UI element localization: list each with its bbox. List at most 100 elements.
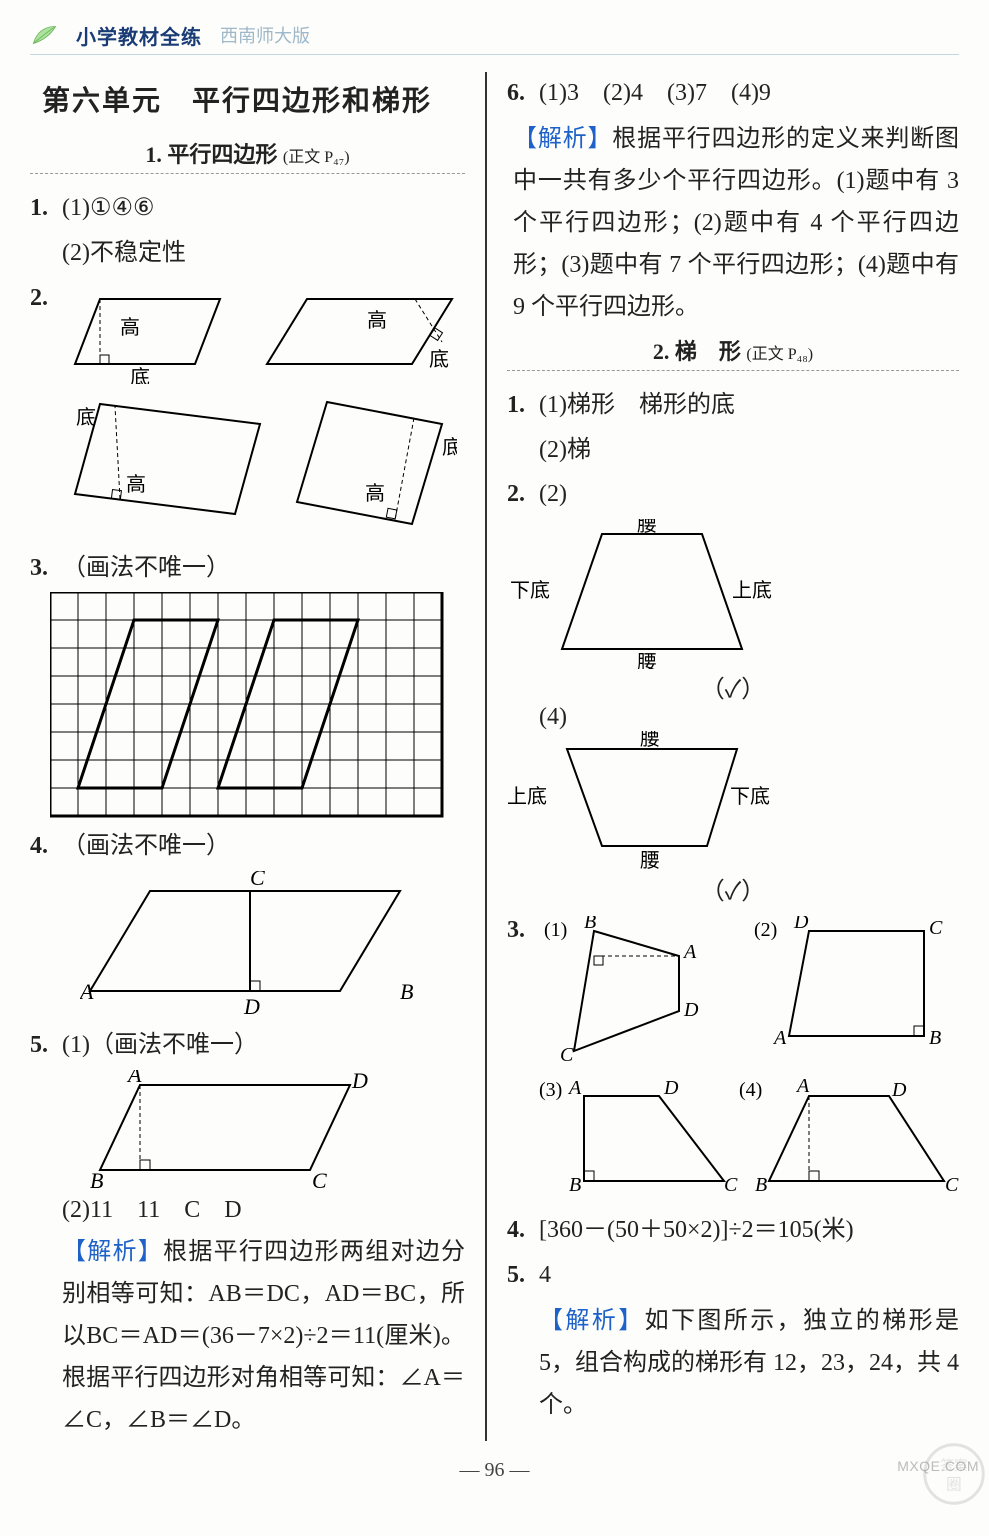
r2-2-no: (2): [539, 474, 959, 515]
svg-text:C: C: [724, 1174, 738, 1196]
svg-text:B: B: [569, 1174, 581, 1196]
svg-text:C: C: [312, 1168, 327, 1190]
r2-fig2: 腰 下底 上底 腰: [507, 519, 787, 669]
series-title: 小学教材全练: [76, 21, 202, 50]
r2-4-check: （✓）: [507, 871, 959, 906]
page-header: 小学教材全练 西南师大版: [30, 20, 959, 55]
edition-label: 西南师大版: [220, 22, 310, 48]
left-column: 第六单元 平行四边形和梯形 1. 平行四边形 (正文 P₄₇) 1. (1)①④…: [30, 69, 465, 1441]
svg-text:上底: 上底: [732, 579, 772, 602]
r4-text: [360－(50＋50×2)]÷2＝105(米): [539, 1210, 959, 1251]
q5-explain-label: 【解析】: [62, 1239, 163, 1265]
svg-text:A: A: [682, 941, 697, 963]
leaf-icon: [30, 20, 64, 50]
svg-text:腰: 腰: [640, 731, 660, 750]
svg-text:A: A: [795, 1076, 810, 1097]
r3-num: 3.: [507, 910, 535, 951]
q6-text: (1)3 (2)4 (3)7 (4)9: [539, 73, 959, 114]
q2-fig4: 底 高: [287, 394, 457, 534]
r1-b: (2)梯: [539, 430, 959, 471]
svg-text:C: C: [560, 1044, 574, 1066]
svg-text:B: B: [90, 1168, 103, 1190]
svg-text:高: 高: [126, 473, 146, 496]
r1: 1. (1)梯形 梯形的底: [507, 385, 959, 426]
svg-text:腰: 腰: [640, 850, 660, 871]
svg-text:D: D: [243, 994, 260, 1019]
svg-text:腰: 腰: [637, 519, 657, 536]
svg-text:下底: 下底: [730, 785, 770, 808]
q4-fig: A C D B: [80, 871, 420, 1021]
svg-text:(3): (3): [539, 1079, 562, 1101]
q6-explain-label: 【解析】: [513, 126, 612, 152]
section2-pageref: (正文 P₄₈): [746, 346, 813, 363]
r2-fig4: 腰 上底 下底 腰: [507, 731, 787, 871]
q6-explain: 根据平行四边形的定义来判断图中一共有多少个平行四边形。(1)题中有 3 个平行四…: [513, 126, 959, 320]
svg-text:B: B: [400, 979, 413, 1004]
q6-num: 6.: [507, 73, 535, 114]
q4: 4. （画法不唯一）: [30, 826, 465, 867]
section1-title: 1. 平行四边形 (正文 P₄₇): [30, 137, 465, 174]
section1-pageref: (正文 P₄₇): [283, 149, 350, 166]
svg-text:D: D: [683, 999, 699, 1021]
svg-text:腰: 腰: [637, 652, 657, 669]
unit-title: 第六单元 平行四边形和梯形: [42, 79, 465, 119]
q1-a: (1)①④⑥: [62, 188, 465, 229]
q4-text: （画法不唯一）: [62, 826, 465, 867]
r4-num: 4.: [507, 1210, 535, 1251]
section1-name: 1. 平行四边形: [145, 142, 277, 167]
svg-text:D: D: [663, 1077, 679, 1099]
q2: 2. 高 底 高: [30, 278, 465, 544]
column-divider: [485, 72, 487, 1441]
svg-text:D: D: [351, 1070, 368, 1093]
svg-text:B: B: [755, 1174, 767, 1196]
svg-text:答案: 答案: [940, 1457, 968, 1473]
r3-fig1: (1) B A D C: [544, 916, 744, 1066]
svg-text:B: B: [929, 1027, 941, 1049]
r4: 4. [360－(50＋50×2)]÷2＝105(米): [507, 1210, 959, 1251]
svg-text:高: 高: [120, 316, 140, 339]
r2-num: 2.: [507, 474, 535, 515]
q3: 3. （画法不唯一）: [30, 548, 465, 589]
svg-text:C: C: [945, 1174, 959, 1196]
right-column: 6. (1)3 (2)4 (3)7 (4)9 【解析】根据平行四边形的定义来判断…: [507, 69, 959, 1441]
r5-explain-label: 【解析】: [539, 1308, 645, 1334]
r1-a: (1)梯形 梯形的底: [539, 385, 959, 426]
page-number: — 96 —: [30, 1459, 959, 1482]
r5-text: 4: [539, 1255, 959, 1296]
q5: 5. (1)（画法不唯一）: [30, 1025, 465, 1066]
svg-text:B: B: [584, 916, 596, 933]
r3-fig4: (4) A D B C: [739, 1076, 959, 1196]
svg-text:底: 底: [76, 406, 96, 429]
svg-text:D: D: [793, 916, 809, 933]
svg-text:下底: 下底: [510, 579, 550, 602]
q2-fig3: 底 高: [70, 394, 270, 524]
answer-stamp-icon: 答案 圈: [915, 1438, 989, 1510]
svg-text:(2): (2): [754, 919, 777, 941]
q5-fig: A D B C: [90, 1070, 370, 1190]
q1: 1. (1)①④⑥: [30, 188, 465, 229]
svg-text:A: A: [567, 1077, 582, 1099]
svg-text:A: A: [126, 1070, 142, 1087]
r2: 2. (2): [507, 474, 959, 515]
q4-num: 4.: [30, 826, 58, 867]
svg-text:底: 底: [130, 366, 150, 384]
q5-2: (2)11 11 C D: [62, 1190, 465, 1231]
q5-num: 5.: [30, 1025, 58, 1066]
svg-text:底: 底: [429, 348, 449, 371]
q3-num: 3.: [30, 548, 58, 589]
q2-fig1: 高 底: [70, 284, 240, 384]
q6: 6. (1)3 (2)4 (3)7 (4)9: [507, 73, 959, 114]
q2-fig2: 高 底: [257, 284, 457, 384]
q1-num: 1.: [30, 188, 58, 229]
r2-2-check: （✓）: [507, 669, 959, 704]
section2-name: 2. 梯 形: [653, 339, 741, 364]
q1-b: (2)不稳定性: [62, 233, 465, 274]
svg-text:A: A: [772, 1027, 787, 1049]
q3-text: （画法不唯一）: [62, 548, 465, 589]
q5-1: (1)（画法不唯一）: [62, 1025, 465, 1066]
r1-num: 1.: [507, 385, 535, 426]
svg-text:(4): (4): [739, 1079, 762, 1101]
section2-title: 2. 梯 形 (正文 P₄₈): [507, 334, 959, 371]
q2-num: 2.: [30, 278, 58, 319]
q5-explain: 根据平行四边形两组对边分别相等可知：AB＝DC，AD＝BC，所以BC＝AD＝(3…: [62, 1239, 465, 1433]
